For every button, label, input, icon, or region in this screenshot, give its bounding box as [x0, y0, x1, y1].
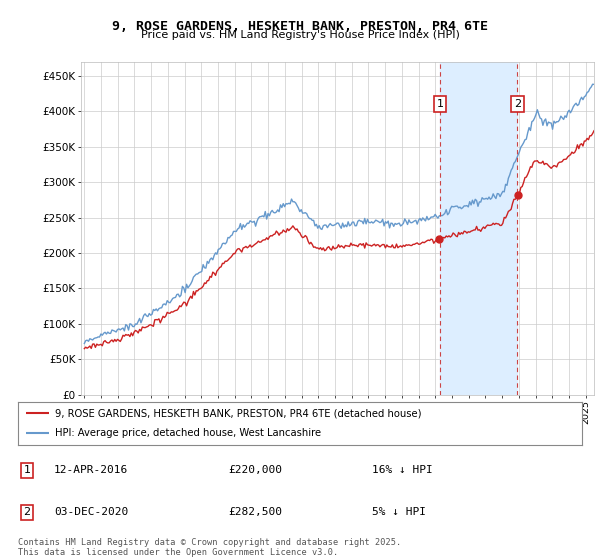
Text: 5% ↓ HPI: 5% ↓ HPI: [372, 507, 426, 517]
Text: 9, ROSE GARDENS, HESKETH BANK, PRESTON, PR4 6TE (detached house): 9, ROSE GARDENS, HESKETH BANK, PRESTON, …: [55, 408, 421, 418]
Bar: [440, 62, 517, 395]
Text: Price paid vs. HM Land Registry's House Price Index (HPI): Price paid vs. HM Land Registry's House …: [140, 30, 460, 40]
Text: 1: 1: [23, 465, 31, 475]
Text: 12-APR-2016: 12-APR-2016: [54, 465, 128, 475]
Text: HPI: Average price, detached house, West Lancashire: HPI: Average price, detached house, West…: [55, 428, 321, 438]
Text: £282,500: £282,500: [228, 507, 282, 517]
Text: 1: 1: [436, 99, 443, 109]
Text: Contains HM Land Registry data © Crown copyright and database right 2025.
This d: Contains HM Land Registry data © Crown c…: [18, 538, 401, 557]
Text: 03-DEC-2020: 03-DEC-2020: [54, 507, 128, 517]
Text: 16% ↓ HPI: 16% ↓ HPI: [372, 465, 433, 475]
Text: 2: 2: [23, 507, 31, 517]
Text: 9, ROSE GARDENS, HESKETH BANK, PRESTON, PR4 6TE: 9, ROSE GARDENS, HESKETH BANK, PRESTON, …: [112, 20, 488, 32]
Text: 2: 2: [514, 99, 521, 109]
Text: £220,000: £220,000: [228, 465, 282, 475]
